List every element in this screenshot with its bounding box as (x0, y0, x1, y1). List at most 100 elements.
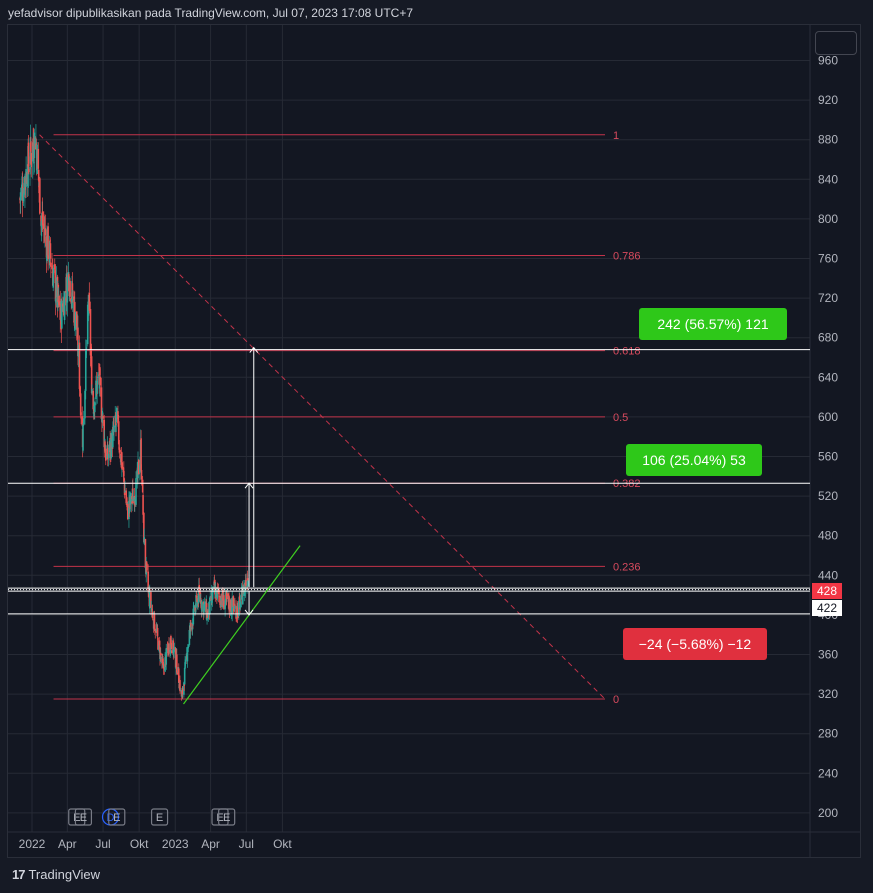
candle-body (154, 628, 157, 633)
candle-body (99, 376, 102, 386)
measure-box (626, 444, 762, 476)
candle-body (43, 224, 45, 229)
earnings-marker (74, 808, 93, 826)
candle-body (96, 376, 99, 379)
candle-body (194, 606, 197, 614)
candle-body (33, 161, 35, 163)
candle-body (84, 350, 87, 391)
candle-body (145, 561, 148, 565)
candle-body (22, 187, 25, 202)
measure-box (639, 308, 787, 340)
measure-arrow-head (244, 609, 254, 616)
candle-body (25, 169, 27, 187)
candle-body (217, 589, 220, 595)
candle-body (19, 192, 22, 201)
candle-body (120, 451, 123, 468)
candle-body (61, 300, 63, 329)
candle-body (84, 390, 86, 419)
candle-body (233, 605, 236, 609)
chart-control-box[interactable] (815, 31, 857, 55)
candle-body (70, 299, 73, 301)
candle-body (161, 659, 164, 663)
candle-body (35, 138, 37, 146)
y-tick-label: 240 (818, 766, 838, 780)
x-tick-label: Apr (201, 837, 220, 851)
earnings-marker (108, 808, 126, 826)
chart-frame[interactable] (7, 24, 861, 858)
candle-body (231, 597, 233, 614)
candle-body (233, 609, 235, 612)
candle-body (192, 608, 195, 625)
candle-body (146, 563, 148, 571)
fib-level-label: 0.786 (613, 251, 641, 263)
fib-trend-dashed (39, 134, 606, 700)
candle-body (100, 387, 103, 419)
y-tick-label: 560 (818, 450, 838, 464)
candle-body (80, 412, 82, 416)
fib-level-label: 0.382 (613, 478, 641, 490)
candle-body (118, 447, 121, 453)
y-tick-label: 760 (818, 252, 838, 266)
candle-body (241, 596, 244, 605)
y-tick-label: 200 (818, 806, 838, 820)
candle-body (203, 604, 205, 613)
candle-body (220, 600, 222, 605)
candle-body (132, 496, 135, 501)
candle-body (140, 438, 142, 471)
candle-body (85, 347, 88, 349)
candle-body (238, 596, 241, 600)
candle-body (147, 571, 149, 591)
price-tag (812, 583, 842, 599)
candle-body (245, 579, 247, 587)
candle-body (77, 344, 80, 357)
candle-body (151, 609, 153, 611)
support-trendline (183, 545, 301, 705)
candle-body (55, 298, 57, 303)
candle-body (58, 295, 60, 305)
candle-body (32, 138, 34, 147)
measure-arrow-head (249, 346, 259, 353)
candle-body (53, 264, 56, 270)
candle-body (176, 671, 179, 675)
candle-body (170, 636, 172, 645)
x-tick-label: Jul (239, 837, 254, 851)
candle-body (134, 499, 136, 503)
earnings-marker-letter: E (113, 812, 120, 824)
candle-body (69, 280, 71, 297)
candle-body (70, 298, 73, 304)
candle-body (184, 659, 187, 665)
candle-body (49, 243, 52, 259)
candle-body (162, 663, 165, 669)
measure-label: −24 (−5.68%) −12 (639, 636, 752, 652)
candle-body (30, 159, 33, 161)
candle-body (191, 622, 194, 630)
candle-body (40, 221, 43, 227)
candle-body (239, 601, 242, 608)
x-tick-label: 2023 (162, 837, 189, 851)
candle-body (22, 201, 24, 203)
candle-body (74, 311, 77, 322)
candle-body (88, 292, 91, 311)
candle-body (124, 490, 126, 493)
earnings-marker-letter: E (73, 812, 80, 824)
candle-body (30, 152, 33, 165)
candle-body (203, 601, 206, 605)
y-tick-label: 960 (818, 54, 838, 68)
candle-body (121, 462, 124, 469)
x-tick-label: 2022 (19, 837, 46, 851)
fib-level-label: 0.236 (613, 561, 641, 573)
candle-body (123, 478, 126, 484)
candle-body (77, 327, 79, 357)
publication-header: yefadvisor dipublikasikan pada TradingVi… (8, 6, 414, 20)
candle-body (183, 667, 186, 685)
candle-body (225, 592, 228, 600)
candle-body (181, 695, 183, 697)
candle-body (235, 605, 237, 619)
y-tick-label: 440 (818, 568, 838, 582)
earnings-marker-letter: E (216, 812, 223, 824)
candle-body (156, 627, 159, 636)
candle-body (49, 240, 51, 242)
candle-body (101, 412, 104, 419)
tradingview-footer[interactable]: 17 TradingView (12, 867, 100, 882)
